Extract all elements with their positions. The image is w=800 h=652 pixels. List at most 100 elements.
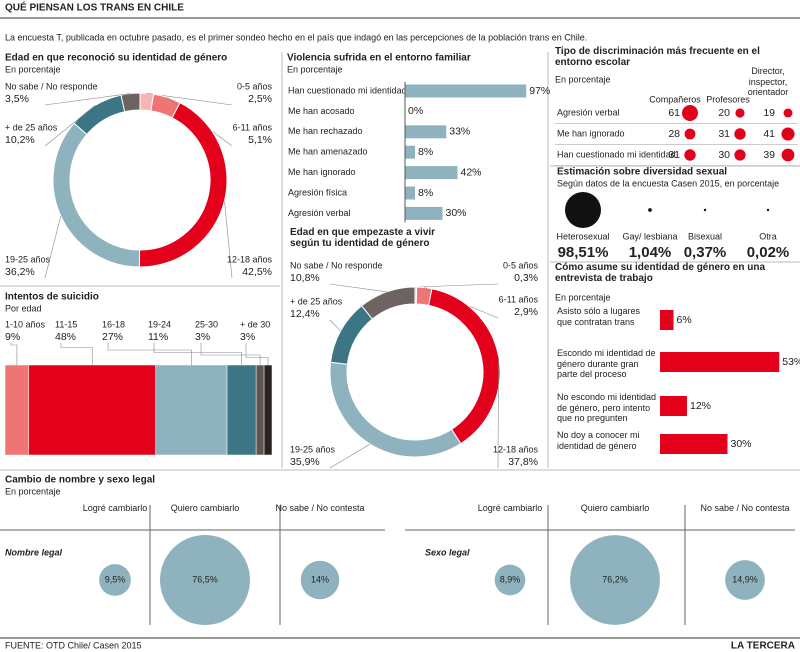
- label: Cómo asume su identidad de género en una…: [555, 262, 766, 284]
- segment-value: 11%: [148, 331, 168, 343]
- bar-value: 42%: [461, 166, 482, 178]
- cell-value: 28: [668, 128, 680, 140]
- bubble-value: 76,5%: [192, 574, 218, 584]
- text-box: Logré cambiarlo: [83, 503, 148, 513]
- text-box: No escondo mi identidad de género, pero …: [557, 392, 657, 423]
- donut-slice: [138, 102, 228, 268]
- bubble: [160, 535, 250, 625]
- label: Tipo de discriminación más frecuente en …: [555, 46, 760, 68]
- bar: [405, 166, 458, 180]
- segment-label: + de 30: [240, 319, 270, 329]
- bubble-value: 8,9%: [500, 574, 521, 584]
- bubble: [734, 128, 746, 140]
- bar: [405, 84, 527, 98]
- cell-value: 31: [718, 128, 730, 140]
- bubble: [783, 108, 793, 118]
- leader-line: [107, 343, 192, 365]
- source: FUENTE: OTD Chile/ Casen 2015: [5, 640, 142, 650]
- bubble: [684, 149, 696, 161]
- label: Escondo mi identidad de género durante g…: [557, 348, 656, 379]
- slice-label: No sabe / No responde: [290, 260, 383, 270]
- label: Logré cambiarlo: [477, 503, 543, 513]
- chart-subtitle: En porcentaje: [5, 64, 61, 74]
- chart-subtitle: En porcentaje: [5, 486, 61, 496]
- cell-value: 30: [718, 149, 730, 161]
- label: Asisto sólo a lugares que contratan tran…: [557, 306, 641, 327]
- donut-slice: [427, 288, 501, 445]
- bubble-value: 76,2%: [602, 574, 628, 584]
- bar: [660, 310, 674, 330]
- segment-label: 1-10 años: [5, 319, 46, 329]
- row-label: Han cuestionado mi identidad: [557, 149, 676, 159]
- text-box: Escondo mi identidad de género durante g…: [557, 348, 656, 379]
- slice-value: 0,3%: [514, 272, 538, 284]
- label: No doy a conocer mi identidad de género: [557, 430, 640, 451]
- bubble-label: Heterosexual: [556, 231, 609, 241]
- segment-value: 48%: [55, 331, 76, 343]
- chart-subtitle: En porcentaje: [555, 292, 611, 302]
- leader-line: [60, 343, 93, 365]
- bar-segment: [226, 364, 257, 456]
- chart-subtitle: En porcentaje: [555, 74, 611, 84]
- slice-value: 10,2%: [5, 134, 35, 146]
- leader-line: [10, 343, 18, 365]
- bar: [660, 396, 687, 416]
- leader-line: [44, 93, 131, 106]
- text-box: Cómo asume su identidad de género en una…: [555, 262, 766, 284]
- bar: [405, 125, 447, 139]
- bubble: [735, 108, 745, 118]
- slice-label: 0-5 años: [237, 81, 273, 91]
- bubble: [734, 149, 746, 161]
- bar: [405, 186, 415, 200]
- label: No escondo mi identidad de género, pero …: [557, 392, 657, 423]
- donut-slice: [360, 286, 416, 320]
- slice-value: 3,5%: [5, 93, 29, 105]
- label: Quiero cambiarlo: [170, 503, 240, 513]
- segment-label: 25-30: [195, 319, 218, 329]
- cell-value: 41: [763, 128, 775, 140]
- cell-value: 61: [668, 107, 680, 119]
- bar-label: Me han ignorado: [288, 167, 356, 177]
- leader-line: [44, 215, 62, 279]
- bubble: [766, 208, 770, 212]
- segment-label: 11-15: [55, 319, 77, 329]
- bar-label: Agresión verbal: [288, 208, 351, 218]
- slice-label: 19-25 años: [5, 254, 51, 264]
- bar-value: 53%: [782, 356, 800, 368]
- slice-value: 42,5%: [242, 266, 272, 278]
- text-box: No sabe / No contesta: [275, 503, 364, 513]
- leader-line: [329, 319, 341, 332]
- bubble-value: 14%: [311, 574, 329, 584]
- bar-label: Han cuestionado mi identidad: [288, 85, 407, 95]
- bar-value: 30%: [731, 438, 752, 450]
- chart-subtitle: En porcentaje: [287, 64, 343, 74]
- text-box: Logré cambiarlo: [477, 503, 543, 513]
- text-box: Edad en que empezaste a vivir según tu i…: [290, 227, 435, 249]
- text-box: Director, inspector, orientador: [748, 66, 789, 97]
- segment-label: 19-24: [148, 319, 171, 329]
- slice-label: + de 25 años: [290, 296, 343, 306]
- bar-value: 30%: [446, 207, 467, 219]
- slice-label: 19-25 años: [290, 444, 336, 454]
- leader-line: [415, 283, 499, 288]
- slice-label: 6-11 años: [499, 294, 539, 304]
- cell-value: 20: [718, 107, 730, 119]
- bar-segment: [255, 364, 265, 456]
- column-header: Compañeros: [649, 94, 701, 104]
- segment-value: 27%: [102, 331, 123, 343]
- slice-label: + de 25 años: [5, 122, 58, 132]
- bubble: [682, 105, 698, 121]
- slice-label: No sabe / No responde: [5, 81, 98, 91]
- donut-slice: [330, 305, 374, 365]
- column-header: Profesores: [706, 94, 750, 104]
- chart-title: Edad en que reconoció su identidad de gé…: [5, 53, 227, 64]
- bubble-value: 1,04%: [629, 244, 672, 261]
- label: Quiero cambiarlo: [580, 503, 650, 513]
- text-box: Asisto sólo a lugares que contratan tran…: [557, 306, 641, 327]
- leader-line: [329, 283, 387, 293]
- bar-segment: [28, 364, 156, 456]
- bar: [405, 206, 443, 220]
- text-box: Tipo de discriminación más frecuente en …: [555, 46, 760, 68]
- page-title: QUÉ PIENSAN LOS TRANS EN CHILE: [5, 1, 184, 14]
- donut-slice: [329, 361, 462, 458]
